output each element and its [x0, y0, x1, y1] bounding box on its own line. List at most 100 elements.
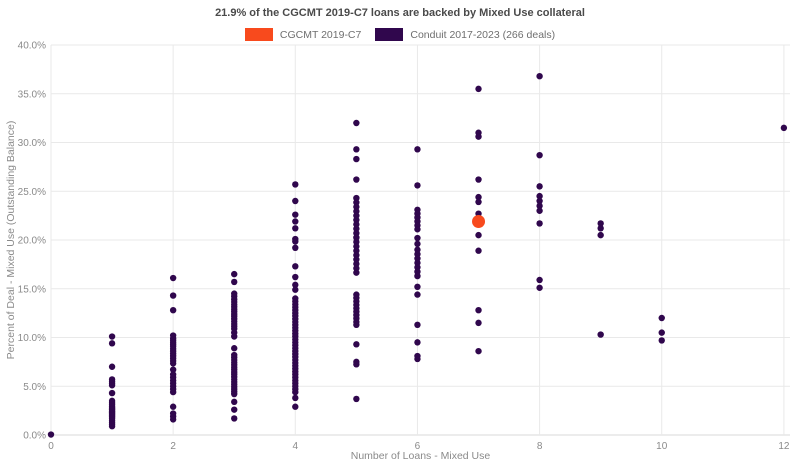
- conduit-data-point: [169, 403, 177, 410]
- conduit-data-point: [292, 281, 299, 289]
- conduit-data-point: [231, 345, 238, 352]
- conduit-data-point: [475, 133, 482, 140]
- conduit-data-point: [169, 307, 177, 314]
- conduit-data-point: [353, 146, 360, 153]
- x-tick-label: 6: [415, 441, 421, 452]
- conduit-data-point: [169, 416, 177, 423]
- y-tick-label: 0.0%: [23, 431, 46, 442]
- conduit-data-point: [475, 85, 482, 93]
- y-tick-label: 5.0%: [23, 382, 46, 393]
- conduit-data-point: [231, 390, 238, 398]
- conduit-data-point: [414, 182, 421, 189]
- conduit-data-point: [414, 246, 421, 253]
- conduit-data-point: [231, 415, 238, 422]
- conduit-data-point: [292, 218, 299, 225]
- conduit-data-point: [231, 406, 238, 413]
- conduit-data-point: [475, 198, 482, 206]
- y-tick-label: 25.0%: [18, 187, 46, 198]
- conduit-data-point: [353, 221, 360, 228]
- conduit-data-point: [536, 284, 543, 291]
- chart-title: 21.9% of the CGCMT 2019-C7 loans are bac…: [215, 7, 585, 19]
- conduit-data-point: [231, 333, 238, 340]
- conduit-data-point: [414, 234, 421, 242]
- conduit-data-point: [169, 292, 177, 299]
- x-tick-label: 12: [778, 441, 790, 452]
- conduit-swatch: [375, 28, 404, 41]
- conduit-data-point: [108, 363, 116, 370]
- conduit-data-point: [597, 225, 604, 232]
- legend-label-cgcmt: CGCMT 2019-C7: [279, 28, 362, 41]
- conduit-data-point: [414, 250, 421, 258]
- conduit-data-point: [353, 234, 360, 241]
- y-tick-label: 15.0%: [18, 284, 46, 295]
- y-tick-label: 40.0%: [18, 41, 46, 52]
- conduit-data-point: [292, 394, 299, 402]
- conduit-data-point: [292, 244, 299, 251]
- conduit-data-point: [292, 388, 299, 396]
- legend: CGCMT 2019-C7 Conduit 2017-2023 (266 dea…: [0, 28, 800, 41]
- y-tick-label: 20.0%: [18, 236, 46, 247]
- conduit-data-point: [353, 155, 360, 163]
- conduit-data-point: [414, 240, 421, 248]
- conduit-data-point: [353, 212, 360, 219]
- conduit-data-point: [475, 176, 482, 183]
- x-tick-label: 8: [537, 441, 543, 452]
- conduit-data-point: [414, 264, 421, 271]
- conduit-data-point: [292, 225, 299, 232]
- conduit-data-point: [597, 331, 604, 338]
- conduit-data-point: [292, 197, 299, 205]
- conduit-data-point: [475, 307, 482, 314]
- conduit-data-point: [353, 251, 360, 259]
- conduit-data-point: [414, 146, 421, 153]
- conduit-data-point: [658, 314, 665, 322]
- conduit-data-point: [475, 319, 482, 327]
- conduit-data-point: [169, 366, 177, 373]
- conduit-data-point: [108, 423, 116, 430]
- conduit-data-point: [414, 272, 421, 280]
- x-tick-label: 2: [170, 441, 176, 452]
- conduit-data-point: [536, 207, 543, 214]
- conduit-data-point: [536, 197, 543, 205]
- conduit-data-point: [353, 208, 360, 215]
- legend-item-cgcmt[interactable]: CGCMT 2019-C7: [244, 28, 362, 41]
- conduit-data-point: [536, 192, 543, 200]
- conduit-data-point: [414, 339, 421, 346]
- conduit-data-point: [414, 255, 421, 262]
- conduit-data-point: [780, 124, 788, 132]
- conduit-data-point: [108, 340, 116, 347]
- conduit-data-point: [536, 183, 543, 190]
- conduit-data-point: [536, 151, 543, 159]
- conduit-data-point: [475, 347, 482, 355]
- conduit-data-point: [658, 329, 665, 336]
- y-tick-label: 35.0%: [18, 89, 46, 100]
- conduit-data-point: [353, 194, 360, 202]
- legend-item-conduit[interactable]: Conduit 2017-2023 (266 deals): [375, 28, 555, 41]
- conduit-data-point: [353, 341, 360, 348]
- x-tick-label: 0: [48, 441, 54, 452]
- x-tick-label: 4: [293, 441, 299, 452]
- conduit-data-point: [353, 395, 360, 403]
- conduit-data-point: [353, 238, 360, 246]
- conduit-data-point: [536, 73, 543, 80]
- conduit-data-point: [108, 333, 116, 340]
- conduit-data-point: [47, 431, 55, 438]
- conduit-data-point: [353, 256, 360, 263]
- conduit-data-point: [292, 181, 299, 188]
- conduit-data-point: [353, 119, 360, 127]
- conduit-data-point: [353, 260, 360, 268]
- conduit-data-point: [536, 276, 543, 284]
- conduit-data-point: [353, 321, 360, 329]
- conduit-data-point: [353, 216, 360, 224]
- conduit-data-point: [353, 225, 360, 232]
- conduit-data-point: [231, 270, 238, 278]
- conduit-data-point: [536, 202, 543, 210]
- y-tick-label: 10.0%: [18, 333, 46, 344]
- conduit-data-point: [475, 247, 482, 254]
- conduit-data-point: [414, 355, 421, 363]
- conduit-data-point: [169, 388, 177, 396]
- conduit-data-point: [353, 229, 360, 237]
- conduit-data-point: [353, 361, 360, 368]
- conduit-data-point: [169, 274, 177, 282]
